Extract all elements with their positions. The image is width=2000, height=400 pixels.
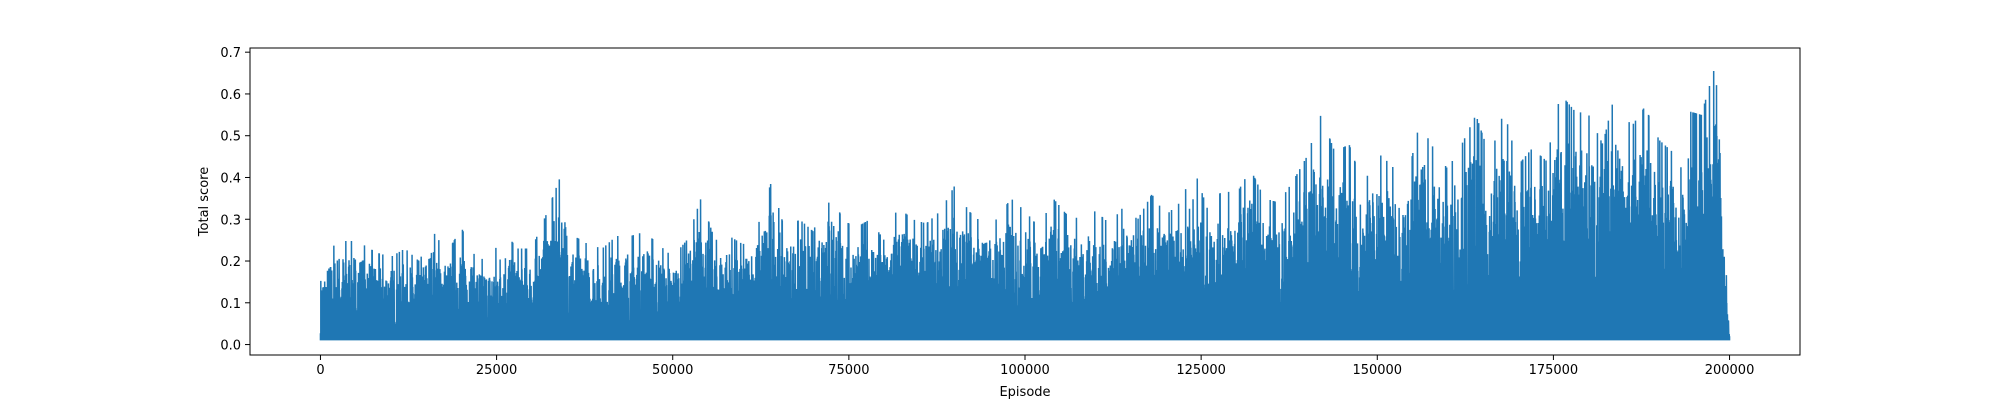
y-tick-label: 0.7: [220, 46, 241, 61]
y-tick-label: 0.5: [220, 130, 241, 145]
y-tick-label: 0.4: [220, 171, 241, 186]
x-tick-label: 0: [316, 363, 324, 378]
y-tick-label: 0.6: [220, 88, 241, 103]
series-line: [319, 70, 1731, 341]
y-axis-label: Total score: [197, 167, 212, 237]
x-tick-label: 150000: [1352, 363, 1402, 378]
x-tick-label: 25000: [476, 363, 517, 378]
x-axis-label: Episode: [999, 385, 1050, 400]
y-tick-label: 0.3: [220, 213, 241, 228]
y-tick-label: 0.0: [220, 339, 241, 354]
x-tick-label: 200000: [1705, 363, 1755, 378]
x-tick-label: 75000: [828, 363, 869, 378]
x-tick-label: 50000: [652, 363, 693, 378]
x-tick-label: 175000: [1529, 363, 1579, 378]
y-tick-label: 0.1: [220, 297, 241, 312]
x-tick-label: 100000: [1000, 363, 1050, 378]
x-tick-label: 125000: [1176, 363, 1226, 378]
y-tick-label: 0.2: [220, 255, 241, 270]
